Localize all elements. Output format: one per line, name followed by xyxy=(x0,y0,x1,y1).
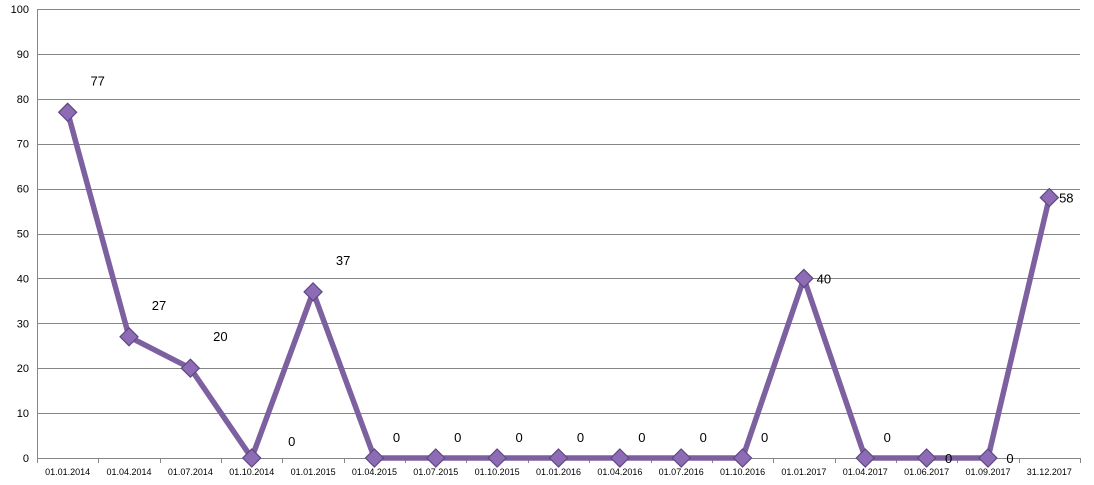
x-tick-label: 01.10.2014 xyxy=(229,467,274,477)
data-labels: 77 27 20 0 37 0 0 0 0 0 0 0 40 0 0 0 58 xyxy=(90,73,1073,466)
data-label: 27 xyxy=(152,298,166,313)
data-label: 0 xyxy=(577,430,584,445)
x-tick-label: 01.09.2017 xyxy=(965,467,1010,477)
data-point-marker xyxy=(241,448,262,468)
data-label: 0 xyxy=(638,430,645,445)
data-point-marker xyxy=(671,448,692,468)
data-point-marker xyxy=(364,448,385,468)
data-label: 0 xyxy=(761,430,768,445)
data-point-marker xyxy=(610,448,630,468)
data-point-marker xyxy=(180,358,201,379)
data-markers xyxy=(57,102,1060,468)
axes: 0 10 20 30 40 50 60 70 80 90 100 01.01.2014 01.04.20… xyxy=(11,4,1081,477)
data-label: 0 xyxy=(945,451,952,466)
y-tick-label: 30 xyxy=(17,318,29,330)
gridlines xyxy=(37,9,1080,414)
y-tick-label: 10 xyxy=(17,408,29,420)
y-tick-label: 20 xyxy=(17,363,29,375)
y-tick-label: 90 xyxy=(17,49,29,61)
y-tick-label: 100 xyxy=(11,4,29,16)
x-tick-label: 01.10.2015 xyxy=(475,467,520,477)
data-label: 40 xyxy=(817,271,831,286)
data-point-marker xyxy=(303,282,323,302)
data-point-marker xyxy=(57,102,78,123)
y-tick-label: 40 xyxy=(17,273,29,285)
y-tick-label: 70 xyxy=(17,139,29,151)
x-tick-label: 31.12.2017 xyxy=(1027,467,1072,477)
x-tick-label: 01.07.2015 xyxy=(413,467,458,477)
data-point-marker xyxy=(794,268,814,289)
data-label: 0 xyxy=(288,434,295,449)
x-tick-label: 01.01.2014 xyxy=(45,467,90,477)
x-tick-label: 01.04.2014 xyxy=(107,467,152,477)
x-tick-label: 01.06.2017 xyxy=(904,467,949,477)
data-point-marker xyxy=(425,448,446,468)
x-tick-label: 01.01.2017 xyxy=(781,467,826,477)
x-tick-label: 01.01.2016 xyxy=(536,467,581,477)
data-point-marker xyxy=(487,448,507,468)
y-tick-label: 50 xyxy=(17,229,29,241)
data-label: 0 xyxy=(884,430,891,445)
x-tick-label: 01.04.2017 xyxy=(843,467,888,477)
x-tick-label: 01.07.2014 xyxy=(168,467,213,477)
x-tick-label: 01.07.2016 xyxy=(659,467,704,477)
x-tick-label: 01.04.2016 xyxy=(597,467,642,477)
data-point-marker xyxy=(855,448,876,468)
series-line-group xyxy=(65,111,1052,464)
y-tick-label: 0 xyxy=(23,453,29,465)
data-point-marker xyxy=(548,448,569,468)
x-tick-label: 01.10.2016 xyxy=(720,467,765,477)
series-line xyxy=(65,111,1052,464)
data-label: 58 xyxy=(1059,191,1073,206)
data-label: 77 xyxy=(90,73,104,88)
data-point-marker xyxy=(732,448,753,468)
y-tick-label: 80 xyxy=(17,94,29,106)
data-point-marker xyxy=(119,326,139,347)
y-tick-label: 60 xyxy=(17,184,29,196)
data-point-marker xyxy=(978,448,998,468)
data-point-marker xyxy=(916,448,937,468)
data-label: 0 xyxy=(393,430,400,445)
x-tick-label: 01.04.2015 xyxy=(352,467,397,477)
data-point-marker xyxy=(1039,187,1060,208)
data-label: 0 xyxy=(454,430,461,445)
data-label: 20 xyxy=(213,329,227,344)
data-label: 0 xyxy=(700,430,707,445)
data-label: 37 xyxy=(336,253,350,268)
data-label: 0 xyxy=(1006,451,1013,466)
data-label: 0 xyxy=(516,430,523,445)
x-tick-label: 01.01.2015 xyxy=(291,467,336,477)
